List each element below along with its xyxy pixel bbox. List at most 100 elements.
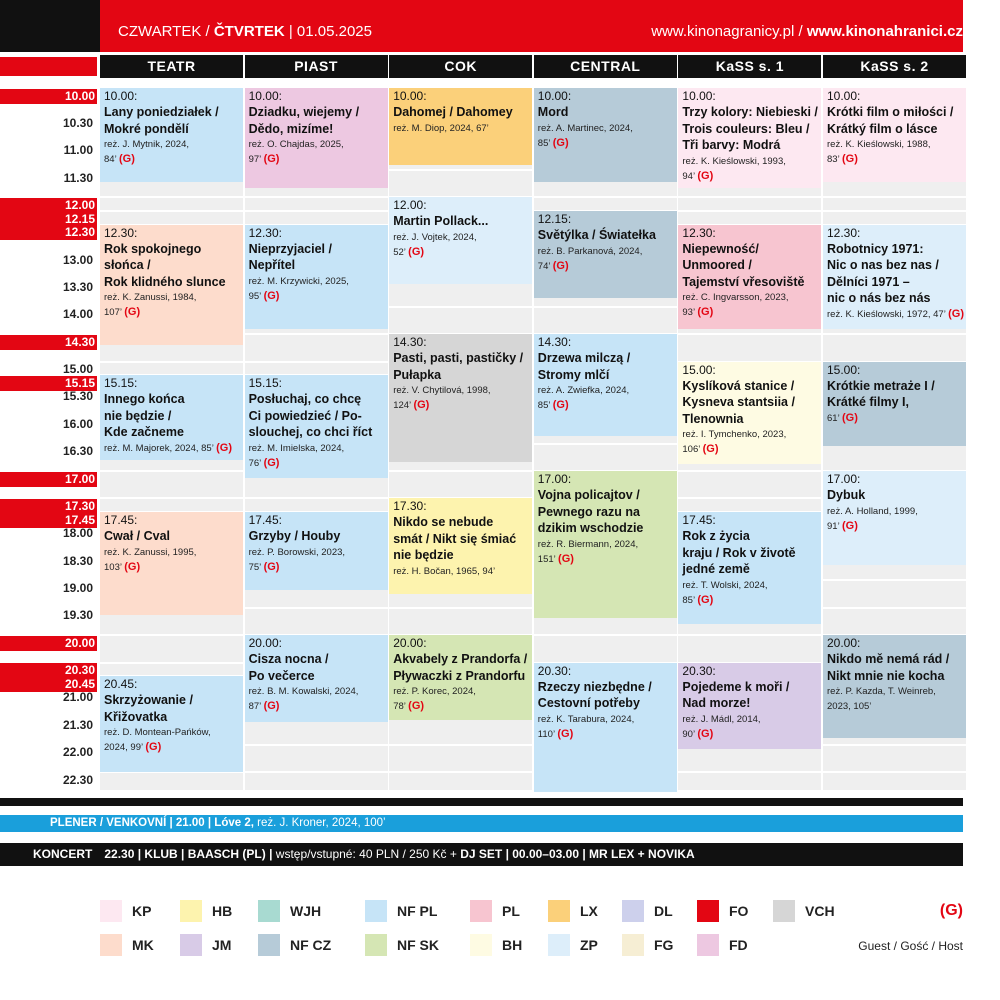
event-title: nic o nás bez nás <box>827 291 931 306</box>
column-header: KaSS s. 1 <box>678 55 822 78</box>
text-segment: KONCERT <box>33 847 93 861</box>
row-line <box>244 333 388 336</box>
guest-mark: (G) <box>948 307 964 320</box>
row-line <box>244 771 388 773</box>
event-credits: reż. M. Imielska, 2024, <box>245 441 387 456</box>
guest-mark: (G) <box>697 306 714 319</box>
event-credits: reż. B. Parkanová, 2024, <box>534 244 676 259</box>
event-credits: reż. K. Kieślowski, 1993, <box>678 154 820 169</box>
event-block: 12.30: Robotnicy 1971: Nic o nas bez nas /… <box>823 224 966 329</box>
header-bar <box>100 0 963 52</box>
time-text: 19.00 <box>62 580 93 595</box>
row-line <box>678 497 822 500</box>
event-title: Krátké filmy I, <box>827 395 909 410</box>
legend-swatch <box>470 934 492 956</box>
event-credits: 76’ (G) <box>245 456 387 471</box>
event-credits: reż. A. Zwiefka, 2024, <box>534 383 676 398</box>
legend-label: FO <box>729 903 749 919</box>
event-credits: 107’ (G) <box>100 305 242 320</box>
text-segment: PLENER / VENKOVNÍ | 21.00 | Lóve 2, <box>50 817 254 829</box>
event-time: 10.00: <box>248 89 282 103</box>
event-title: Pojedeme k moři / <box>682 679 790 694</box>
event-block: 20.30: Pojedeme k moři / Nad morze! reż. J.… <box>678 662 822 749</box>
row-line <box>244 196 388 199</box>
guest-mark: (G) <box>697 593 714 606</box>
event-title: slouchej, co chci říct <box>248 425 373 440</box>
guest-mark: (G) <box>216 441 233 454</box>
guest-mark: (G) <box>841 153 858 165</box>
event-credits: reż. K. Zanussi, 1995, <box>100 545 242 560</box>
row-line <box>389 305 533 308</box>
column-header: KaSS s. 2 <box>823 55 966 78</box>
event-title: Rok klidného slunce <box>104 274 226 289</box>
event-time: 10.00: <box>827 89 861 103</box>
guest-mark: (G) <box>263 153 280 165</box>
guest-mark: (G) <box>118 153 135 165</box>
event-title: nie będzie <box>393 548 454 563</box>
event-block: 12.30: Nieprzyjaciel / Nepřítel reż. M. Krz… <box>244 224 388 329</box>
row-line <box>823 771 966 773</box>
event-credits: 87’ (G) <box>245 699 387 714</box>
legend-label: FD <box>729 937 748 953</box>
time-label: 20.30 <box>0 663 97 679</box>
row-line <box>100 196 243 199</box>
event-credits: 106’ (G) <box>678 442 820 457</box>
credits-text: reż. J. Vojtek, 2024, <box>393 231 477 243</box>
event-credits: reż. K. Kieślowski, 1988, <box>823 137 965 152</box>
row-line <box>823 743 966 746</box>
guest-mark: (G) <box>552 136 569 149</box>
credits-text: reż. T. Wolski, 2024, <box>682 579 768 591</box>
time-label: 12.00 <box>0 197 97 213</box>
legend-label: MK <box>132 937 154 953</box>
text-segment: reż. J. Kroner, 2024, 100’ <box>253 817 386 829</box>
event-title: Stromy mlčí <box>537 367 610 382</box>
koncert-bar: KONCERT 22.30 | KLUB | BAASCH (PL) | wstę… <box>0 843 963 866</box>
time-text: 15.00 <box>62 362 93 377</box>
time-label: 11.30 <box>0 171 95 186</box>
event-title: Nikdo se nebude <box>393 515 494 530</box>
event-block: 17.45: Cwał / Cval reż. K. Zanussi, 1995, 1… <box>100 512 243 616</box>
row-line <box>100 210 243 213</box>
event-time: 17.30: <box>393 499 427 514</box>
event-title: Ci powiedzieć / Po- <box>248 408 362 423</box>
event-credits: 61’ (G) <box>823 411 965 426</box>
time-text: 20.30 <box>64 663 95 678</box>
event-credits: 124’ (G) <box>389 398 531 413</box>
event-block: 17.30: Nikdo se nebude smát / Nikt się śmi… <box>389 498 533 595</box>
event-block: 10.00: Trzy kolory: Niebieski / Trois coul… <box>678 88 822 188</box>
time-text: 22.00 <box>62 745 93 760</box>
event-title: Cestovní potřeby <box>537 696 640 711</box>
time-text: 20.45 <box>64 676 95 691</box>
event-time: 12.30: <box>682 225 716 240</box>
time-label: 10.30 <box>0 116 95 131</box>
credits-text: reż. J. Mytnik, 2024, <box>104 139 190 150</box>
legend-swatch <box>548 900 570 922</box>
row-line <box>244 210 388 213</box>
credits-text: reż. V. Chytilová, 1998, <box>393 385 491 397</box>
event-title: Vojna policajtov / <box>537 488 640 503</box>
time-label: 17.45 <box>0 512 97 528</box>
column-header: TEATR <box>100 55 243 78</box>
event-title: Pływaczki z Prandorfu <box>393 668 526 683</box>
event-credits: 85’ (G) <box>534 398 676 413</box>
time-text: 13.00 <box>62 252 93 267</box>
guest-legend-mark: (G) <box>939 902 963 919</box>
text-segment: DJ SET <box>460 847 503 861</box>
credits-text: 85’ <box>537 137 551 149</box>
event-credits: 74’ (G) <box>534 259 676 274</box>
legend-swatch <box>180 900 202 922</box>
legend-swatch <box>180 934 202 956</box>
event-block: 12.30: Niepewność/Unmoored / Tajemství vře… <box>678 224 822 329</box>
text-segment: 22.30 | KLUB | BAASCH (PL) | <box>104 847 273 861</box>
credits-text: reż. H. Bočan, 1965, 94’ <box>393 565 496 577</box>
event-time: 17.45: <box>248 513 282 528</box>
legend-label: FG <box>654 937 674 953</box>
time-text: 17.00 <box>64 471 95 486</box>
event-credits: reż. A. Holland, 1999, <box>823 504 965 519</box>
event-title: Křižovatka <box>104 709 168 724</box>
time-label: 12.30 <box>0 225 97 241</box>
row-line <box>389 743 533 746</box>
credits-text: 90’ <box>682 728 695 740</box>
guest-mark: (G) <box>697 169 714 182</box>
event-title: Grzyby / Houby <box>248 529 341 544</box>
